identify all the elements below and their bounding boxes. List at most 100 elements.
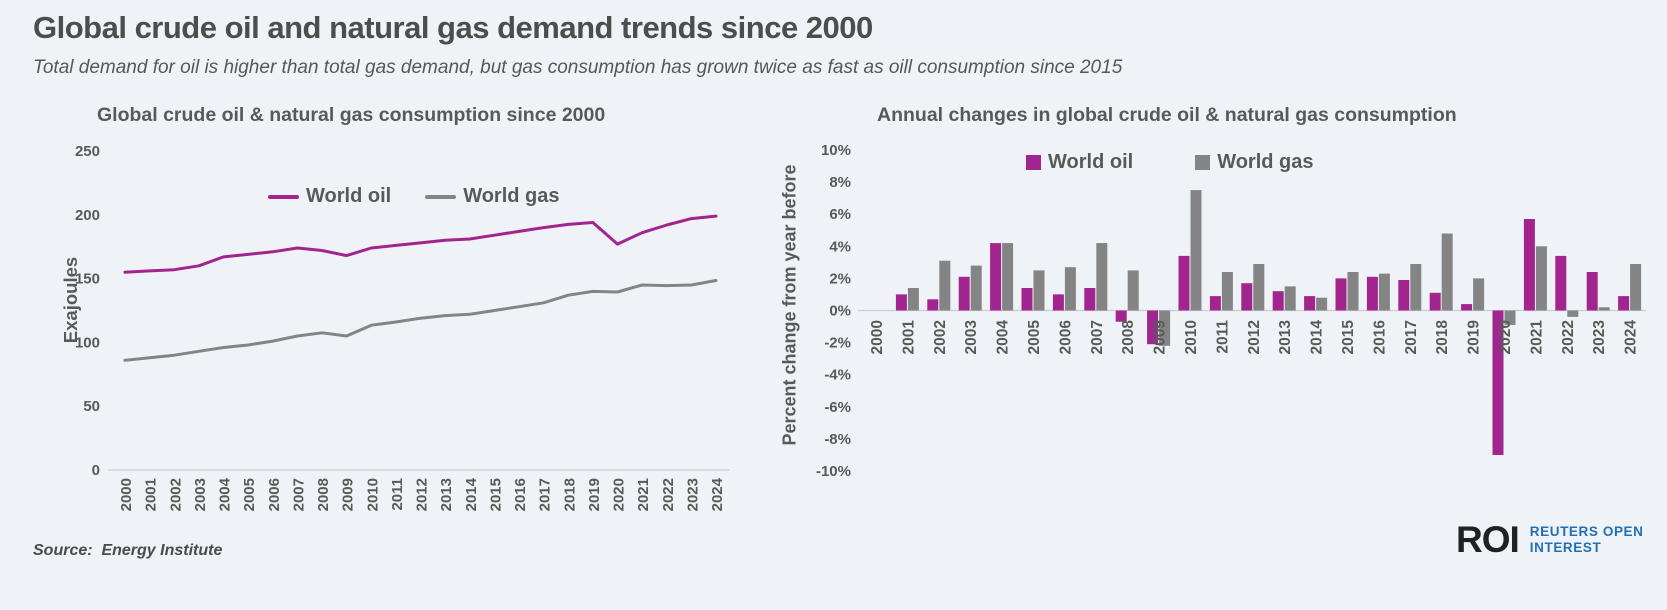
world-gas-line: [123, 279, 718, 362]
y-tick-label: -10%: [816, 463, 851, 480]
world-oil-bar: [1178, 255, 1190, 311]
x-tick-label: 2005: [241, 478, 258, 511]
y-tick-label: 50: [83, 398, 100, 415]
world-gas-bar: [1504, 310, 1516, 325]
legend-label: World gas: [1217, 151, 1314, 173]
x-tick-label: 2021: [635, 478, 652, 511]
world-gas-bar: [1159, 310, 1171, 346]
roi-logo: ROI REUTERS OPEN INTEREST: [1456, 521, 1644, 558]
y-tick-label: 200: [75, 207, 100, 224]
bar-chart-legend: World oil World gas: [1026, 151, 1314, 174]
world-oil-bar: [1492, 310, 1504, 455]
bar-chart-title: Annual changes in global crude oil & nat…: [877, 104, 1457, 126]
y-tick-label: -6%: [824, 399, 851, 416]
world-oil-bar: [1429, 292, 1441, 311]
world-oil-square-swatch: [1026, 155, 1041, 170]
x-tick-label: 2003: [963, 320, 980, 355]
y-tick-label: -2%: [824, 335, 851, 352]
legend-item-world-gas: World gas: [1195, 151, 1314, 174]
world-gas-bar: [907, 288, 919, 311]
x-tick-label: 2014: [1309, 320, 1326, 355]
x-tick-label: 2003: [192, 478, 209, 511]
x-tick-label: 2015: [487, 478, 504, 511]
world-gas-bar: [1096, 243, 1108, 311]
x-tick-label: 2024: [1623, 320, 1640, 355]
x-tick-label: 2023: [1591, 320, 1608, 355]
page-subtitle: Total demand for oil is higher than tota…: [33, 57, 1123, 78]
roi-logo-text: REUTERS OPEN INTEREST: [1530, 524, 1644, 556]
world-gas-bar: [1064, 267, 1076, 311]
world-oil-bar: [1618, 296, 1630, 311]
world-oil-bar: [1555, 255, 1567, 311]
world-oil-bar: [1147, 310, 1159, 345]
world-oil-bar: [927, 299, 939, 311]
x-tick-label: 2001: [900, 320, 917, 355]
x-tick-label: 2019: [1466, 320, 1483, 355]
x-tick-label: 2019: [586, 478, 603, 511]
world-gas-bar: [970, 265, 982, 311]
line-chart-legend: World oil World gas: [268, 185, 560, 208]
x-tick-label: 2016: [512, 478, 529, 511]
world-oil-bar: [1523, 219, 1535, 311]
x-tick-label: 2021: [1528, 320, 1545, 355]
x-tick-label: 2023: [684, 478, 701, 511]
x-tick-label: 2024: [709, 477, 726, 511]
line-chart-svg: 0 50 100 150 200 250 2000 2001 2002 2003 2004 2005 2…: [75, 143, 730, 511]
legend-label: World oil: [306, 185, 392, 207]
source-note: Source: Energy Institute: [33, 542, 223, 559]
roi-logo-line1: REUTERS OPEN: [1529, 523, 1644, 539]
x-tick-label: 2006: [266, 478, 283, 511]
x-tick-label: 2009: [340, 478, 357, 511]
x-tick-label: 2010: [364, 478, 381, 511]
world-oil-bar: [1052, 294, 1064, 311]
x-tick-label: 2008: [1120, 320, 1137, 355]
page-title: Global crude oil and natural gas demand …: [33, 10, 873, 45]
x-tick-label: 2012: [1246, 320, 1263, 354]
world-gas-bar: [1253, 264, 1265, 311]
x-tick-label: 2002: [932, 320, 949, 354]
world-oil-bar: [1335, 278, 1347, 311]
y-tick-label: 250: [75, 143, 100, 160]
world-oil-bar: [1209, 296, 1221, 311]
x-tick-label: 2000: [869, 320, 886, 354]
world-oil-line: [123, 214, 718, 274]
world-gas-bar: [939, 260, 951, 311]
world-oil-bar: [1366, 276, 1378, 311]
x-tick-label: 2018: [1434, 320, 1451, 355]
world-gas-bar: [1598, 307, 1610, 311]
x-tick-label: 2000: [118, 478, 135, 511]
world-gas-bar: [1441, 233, 1453, 311]
x-tick-label: 2020: [611, 478, 628, 511]
world-oil-line-swatch: [268, 194, 299, 199]
world-gas-bar: [1567, 310, 1579, 317]
world-gas-bar: [1378, 273, 1390, 311]
x-tick-label: 2018: [561, 478, 578, 511]
world-gas-bar: [1316, 297, 1328, 311]
world-oil-bar: [1398, 280, 1410, 311]
y-tick-label: -4%: [824, 367, 851, 384]
legend-label: World gas: [463, 185, 560, 207]
world-gas-bar: [1410, 264, 1422, 311]
x-tick-label: 2013: [438, 478, 455, 511]
x-tick-label: 2001: [143, 478, 160, 511]
world-oil-bar: [1272, 291, 1284, 311]
world-gas-bar: [1284, 286, 1296, 311]
legend-item-world-oil: World oil: [268, 185, 391, 208]
world-gas-bar: [1127, 270, 1139, 311]
world-gas-bar: [1347, 272, 1359, 311]
world-oil-bar: [1084, 288, 1096, 311]
x-tick-label: 2017: [537, 478, 554, 511]
x-tick-label: 2017: [1403, 320, 1420, 354]
x-tick-label: 2022: [660, 478, 677, 511]
line-chart-title: Global crude oil & natural gas consumpti…: [97, 104, 606, 126]
x-tick-label: 2014: [463, 477, 480, 511]
y-tick-label: -8%: [824, 431, 851, 448]
world-oil-bar: [1241, 283, 1253, 311]
legend-item-world-oil: World oil: [1026, 151, 1133, 174]
world-gas-bar: [1473, 278, 1485, 311]
world-gas-square-swatch: [1195, 155, 1211, 170]
x-tick-label: 2011: [389, 478, 406, 511]
x-tick-label: 2016: [1371, 320, 1388, 355]
x-tick-label: 2007: [290, 478, 307, 511]
